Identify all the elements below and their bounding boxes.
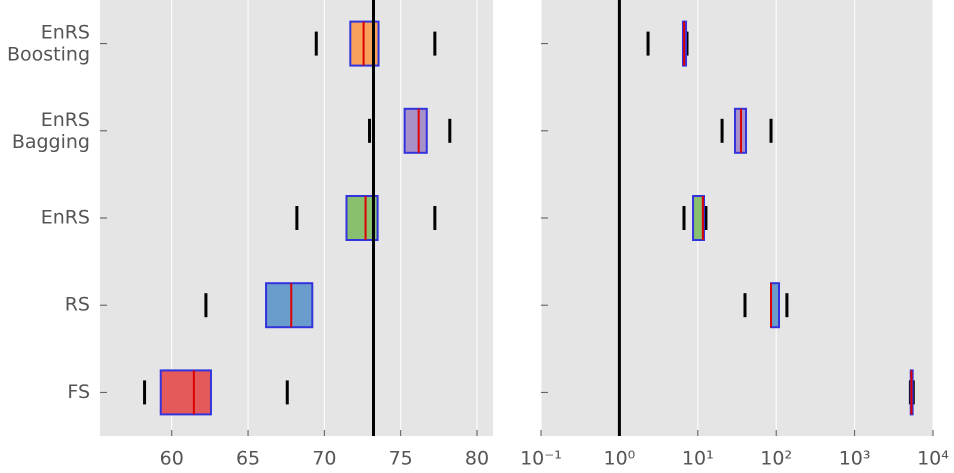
y-tick-label: EnRS Boosting [7,21,90,65]
box [692,195,706,241]
box [403,107,428,154]
x-tick-label: 60 [160,448,184,470]
x-tick-label: 10¹ [682,448,714,470]
y-tick-label: RS [65,294,90,316]
box [770,282,781,329]
plot-area [541,0,933,436]
x-tick-label: 10⁰ [604,448,636,470]
box [159,369,212,416]
x-tick-label: 10³ [839,448,871,470]
box [265,282,314,329]
x-tick-label: 75 [389,448,413,470]
x-tick-label: 10⁻¹ [520,448,562,470]
y-tick-label: FS [67,381,90,403]
y-tick-label: EnRS [41,207,90,229]
x-tick-label: 70 [312,448,336,470]
y-tick-label: EnRS Bagging [12,108,90,152]
x-tick-label: 65 [236,448,260,470]
x-tick-label: 10⁴ [917,448,949,470]
x-tick-label: 10² [760,448,792,470]
x-tick-label: 80 [465,448,489,470]
